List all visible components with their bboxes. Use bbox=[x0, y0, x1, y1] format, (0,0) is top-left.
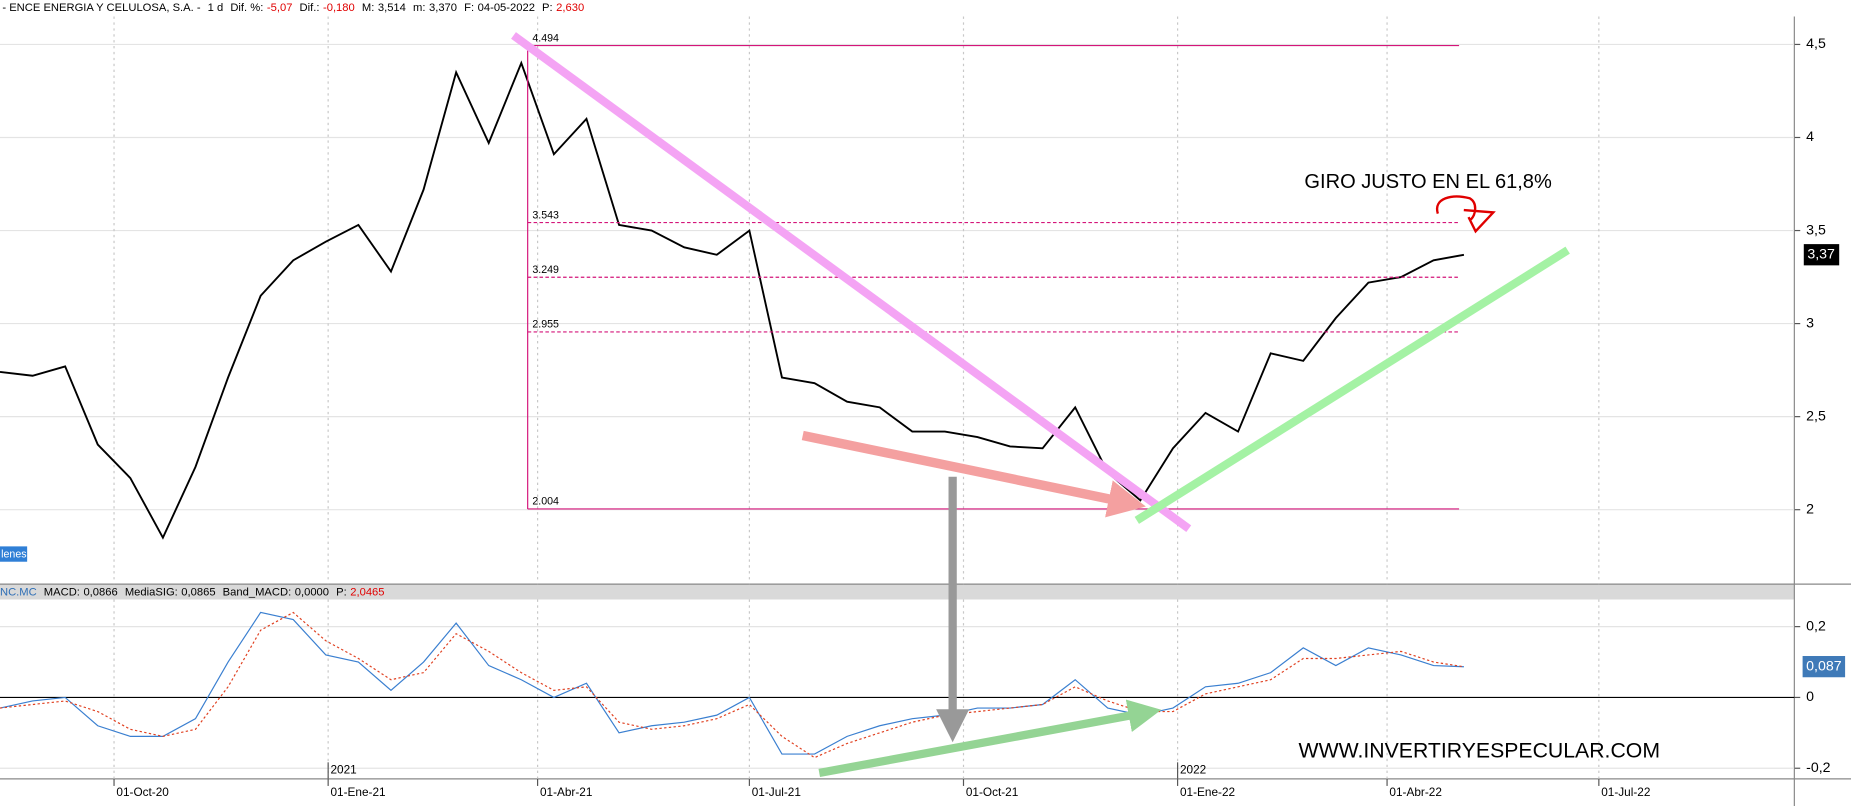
year-label: 2021 bbox=[331, 763, 357, 777]
x-tick-label: 01-Jul-22 bbox=[1601, 785, 1650, 799]
macd-header: NC.MC MACD: 0,0866 MediaSIG: 0,0865 Band_MACD… bbox=[0, 586, 385, 598]
price-tag-box bbox=[1803, 244, 1840, 266]
x-tick-label: 01-Abr-21 bbox=[540, 785, 592, 799]
field-label: Dif. %: bbox=[230, 2, 263, 14]
y-tick-label: 2 bbox=[1806, 501, 1814, 517]
field-value: 3,370 bbox=[429, 2, 457, 14]
field-label: P: bbox=[542, 2, 553, 14]
field-value: 04-05-2022 bbox=[478, 2, 535, 14]
data-line bbox=[0, 611, 1464, 755]
fib-label: 2.955 bbox=[532, 319, 559, 331]
fib-label: 3.543 bbox=[532, 209, 559, 221]
y-tick-label: 0,2 bbox=[1806, 618, 1826, 634]
field-value: 3,514 bbox=[378, 2, 406, 14]
y-tick-label: 4,5 bbox=[1806, 36, 1826, 52]
trend-line bbox=[511, 32, 1192, 533]
header: - ENCE ENERGIA Y CELULOSA, S.A. - 1 d Dif.… bbox=[2, 2, 584, 14]
annotation: GIRO JUSTO EN EL 61,8% bbox=[1304, 171, 1552, 193]
y-tick-label: 4 bbox=[1806, 129, 1814, 145]
side-tag: lenes bbox=[1, 548, 26, 560]
field-label: MediaSIG: bbox=[125, 586, 178, 598]
x-tick-label: 01-Oct-21 bbox=[966, 785, 1018, 799]
field-label: MACD: bbox=[44, 586, 80, 598]
value-tag: 0,087 bbox=[1806, 658, 1842, 674]
x-tick-label: 01-Ene-21 bbox=[331, 785, 386, 799]
field-label: m: bbox=[413, 2, 425, 14]
x-tick-label: 01-Abr-22 bbox=[1389, 785, 1441, 799]
symbol: NC.MC bbox=[0, 586, 37, 598]
interval: 1 d bbox=[208, 2, 224, 14]
field-value: 0,0866 bbox=[83, 586, 117, 598]
fib-label: 2.004 bbox=[532, 496, 559, 508]
scribble bbox=[1435, 195, 1496, 234]
fib-label: 3.249 bbox=[532, 264, 559, 276]
y-tick-label: 0 bbox=[1806, 689, 1814, 705]
field-label: M: bbox=[362, 2, 374, 14]
field-value: 0,0000 bbox=[295, 586, 329, 598]
drawings bbox=[511, 32, 1570, 778]
field-label: Band_MACD: bbox=[223, 586, 292, 598]
field-value: -5,07 bbox=[267, 2, 293, 14]
plot bbox=[0, 44, 1465, 759]
y-tick-label: 3 bbox=[1806, 315, 1814, 331]
field-value: -0,180 bbox=[323, 2, 355, 14]
field-label: P: bbox=[336, 586, 347, 598]
field-value: 2,630 bbox=[556, 2, 584, 14]
grid bbox=[0, 16, 1801, 786]
y-tick-label: 2,5 bbox=[1806, 408, 1826, 424]
data-line bbox=[0, 611, 1465, 759]
x-tick-label: 01-Jul-21 bbox=[752, 785, 801, 799]
field-label: Dif.: bbox=[300, 2, 320, 14]
field-value: 2,0465 bbox=[350, 586, 384, 598]
symbol: - ENCE ENERGIA Y CELULOSA, S.A. - bbox=[2, 2, 200, 14]
price-tag: 3,37 bbox=[1807, 246, 1835, 262]
value-tag-box bbox=[1802, 656, 1846, 678]
y-tick-label: 3,5 bbox=[1806, 222, 1826, 238]
year-label: 2022 bbox=[1180, 763, 1206, 777]
y-tick-label: -0,2 bbox=[1806, 760, 1831, 776]
field-value: 0,0865 bbox=[181, 586, 215, 598]
watermark: WWW.INVERTIRYESPECULAR.COM bbox=[1299, 738, 1660, 762]
side-tag-box bbox=[0, 546, 28, 562]
arrow bbox=[818, 699, 1162, 778]
x-tick-label: 01-Oct-20 bbox=[116, 785, 169, 799]
field-label: F: bbox=[464, 2, 474, 14]
fib-label: 4.494 bbox=[532, 32, 559, 44]
x-tick-label: 01-Ene-22 bbox=[1180, 785, 1235, 799]
arrow bbox=[801, 430, 1146, 518]
macd-header-bar bbox=[0, 584, 1795, 600]
trend-line bbox=[1134, 246, 1570, 524]
data-line bbox=[0, 60, 1465, 540]
